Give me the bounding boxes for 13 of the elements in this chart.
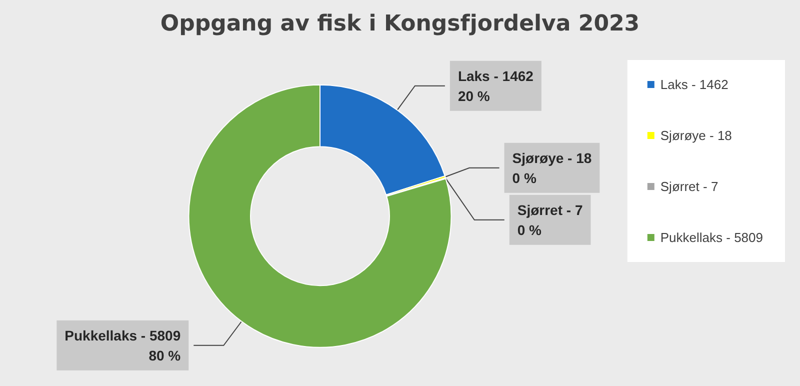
- legend-label: Pukkellaks - 5809: [660, 230, 764, 245]
- chart-title: Oppgang av fisk i Kongsfjordelva 2023: [160, 12, 640, 36]
- data-label: 80 %: [148, 347, 182, 364]
- slice-label: Pukkellaks - 5809: [64, 327, 181, 344]
- slice-label: Laks - 1462: [458, 68, 534, 84]
- legend-label: Sjørret - 7: [660, 179, 718, 194]
- legend-label: Sjørøye - 18: [660, 128, 732, 143]
- data-label: 20 %: [458, 88, 490, 104]
- data-label: 0 %: [517, 222, 542, 238]
- slice-label: Sjørret - 7: [517, 202, 583, 218]
- data-label: 0 %: [512, 170, 537, 186]
- slice-label: Sjørøye - 18: [512, 150, 592, 166]
- legend-label: Laks - 1462: [660, 77, 728, 92]
